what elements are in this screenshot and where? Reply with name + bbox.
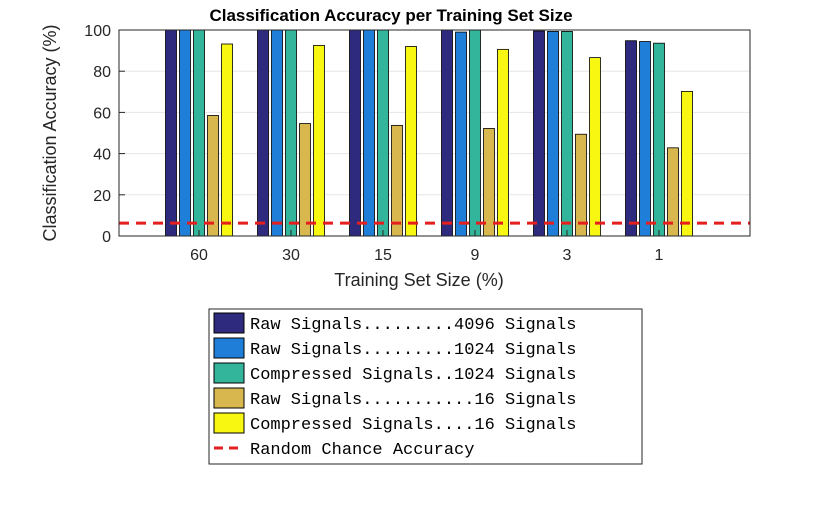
- bar: [391, 124, 403, 237]
- x-tick-label: 30: [282, 247, 300, 264]
- bar: [193, 29, 205, 237]
- y-tick-label: 0: [102, 229, 111, 246]
- legend-label: Raw Signals...........16 Signals: [250, 391, 576, 410]
- legend-swatch: [213, 362, 245, 384]
- plot-area-border: [118, 29, 751, 237]
- bar: [313, 45, 325, 237]
- legend-swatch: [213, 387, 245, 409]
- bar: [363, 29, 375, 237]
- legend-swatch: [213, 312, 245, 334]
- bars: [165, 29, 693, 237]
- bar: [285, 29, 297, 237]
- y-tick-label: 60: [93, 105, 111, 122]
- bar: [469, 29, 481, 237]
- legend-box: [208, 308, 643, 465]
- bar: [271, 29, 283, 237]
- bar: [561, 31, 573, 237]
- bar: [179, 29, 191, 237]
- bar: [589, 57, 601, 237]
- chart-title: Classification Accuracy per Training Set…: [209, 6, 572, 25]
- x-axis-label: Training Set Size (%): [334, 270, 503, 290]
- y-axis-label: Classification Accuracy (%): [40, 24, 60, 241]
- legend: Raw Signals.........4096 Signals Raw Sign…: [208, 308, 643, 465]
- x-tick-label: 3: [563, 247, 572, 264]
- bar: [653, 42, 665, 237]
- bar: [165, 29, 177, 237]
- legend-label: Compressed Signals..1024 Signals: [250, 366, 576, 385]
- bar: [257, 29, 269, 237]
- bar: [575, 133, 587, 237]
- bar: [207, 115, 219, 237]
- y-axis: 0 20 40 60 80 100: [84, 23, 125, 246]
- legend-label: Raw Signals.........1024 Signals: [250, 341, 576, 360]
- x-tick-label: 9: [471, 247, 480, 264]
- bar: [483, 128, 495, 237]
- bar: [405, 46, 417, 237]
- bar: [639, 41, 651, 237]
- x-tick-label: 1: [655, 247, 664, 264]
- bar: [377, 29, 389, 237]
- bar: [441, 29, 453, 237]
- y-tick-label: 100: [84, 23, 111, 40]
- x-tick-label: 60: [190, 247, 208, 264]
- bar: [547, 31, 559, 237]
- y-tick-label: 80: [93, 64, 111, 81]
- legend-label: Raw Signals.........4096 Signals: [250, 316, 576, 335]
- y-tick-label: 20: [93, 188, 111, 205]
- y-tick-label: 40: [93, 147, 111, 164]
- legend-swatch: [213, 412, 245, 434]
- x-axis: 60 30 15 9 3 1: [190, 230, 664, 264]
- bar: [299, 123, 311, 237]
- legend-label: Compressed Signals....16 Signals: [250, 416, 576, 435]
- bar: [625, 40, 637, 237]
- legend-swatch: [213, 337, 245, 359]
- bar: [497, 48, 509, 237]
- bar: [455, 31, 467, 237]
- x-tick-label: 15: [374, 247, 392, 264]
- bar: [349, 29, 361, 237]
- bar: [221, 43, 233, 237]
- bar: [533, 30, 545, 237]
- legend-label: Random Chance Accuracy: [250, 441, 474, 460]
- bar: [681, 90, 693, 237]
